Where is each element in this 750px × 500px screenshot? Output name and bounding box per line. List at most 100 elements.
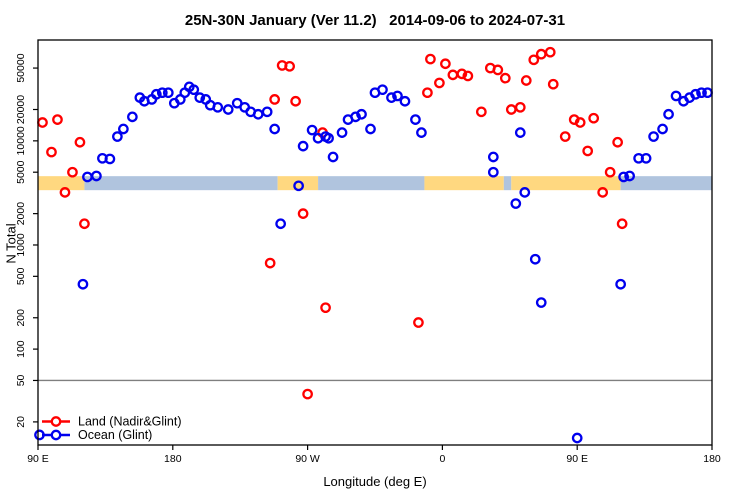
data-point-land xyxy=(320,302,331,314)
data-point-ocean xyxy=(657,123,668,135)
surface-band-land xyxy=(38,176,85,191)
data-point-ocean xyxy=(306,124,318,136)
y-tick-label: 20 xyxy=(15,416,27,428)
data-point-ocean xyxy=(624,170,635,182)
data-point-ocean xyxy=(150,88,162,100)
data-point-ocean xyxy=(696,87,707,99)
data-point-land xyxy=(302,388,313,400)
data-point-ocean xyxy=(156,87,168,99)
data-point-ocean xyxy=(487,166,499,178)
data-point-ocean xyxy=(535,297,547,308)
data-point-ocean xyxy=(510,198,522,209)
y-tick-label: 20000 xyxy=(15,95,27,124)
y-tick-label: 50 xyxy=(15,374,27,386)
plot-box xyxy=(37,39,713,446)
data-point-ocean xyxy=(670,90,682,102)
legend-label-land: Land (Nadir&Glint) xyxy=(78,415,182,429)
data-point-land xyxy=(422,87,433,99)
data-point-land xyxy=(528,54,540,66)
data-point-land xyxy=(505,104,517,115)
data-point-ocean xyxy=(252,108,264,120)
data-point-ocean xyxy=(127,111,138,123)
data-point-land xyxy=(264,257,276,269)
surface-band-land xyxy=(511,176,621,191)
data-point-land xyxy=(456,68,468,80)
data-point-land xyxy=(284,60,295,72)
data-point-land xyxy=(79,218,90,230)
data-point-ocean xyxy=(327,151,339,163)
data-point-ocean xyxy=(350,111,361,123)
data-point-ocean xyxy=(392,90,403,102)
data-point-ocean xyxy=(690,88,701,100)
chart-title: 25N-30N January (Ver 11.2) 2014-09-06 to… xyxy=(184,12,566,29)
data-point-ocean xyxy=(297,140,309,152)
data-point-land xyxy=(574,117,586,128)
surface-band-ocean xyxy=(503,176,512,191)
data-point-land xyxy=(535,48,547,60)
surface-band-ocean xyxy=(620,176,712,191)
data-point-ocean xyxy=(162,87,174,99)
data-point-land xyxy=(582,145,594,157)
y-tick-label: 5000 xyxy=(15,160,27,184)
data-point-ocean xyxy=(487,151,499,163)
data-point-ocean xyxy=(188,84,200,96)
data-point-ocean xyxy=(514,127,526,138)
data-point-ocean xyxy=(269,123,280,135)
data-point-ocean xyxy=(194,92,206,103)
data-point-land xyxy=(514,101,526,113)
data-point-ocean xyxy=(648,131,659,142)
x-tick-label: 90 E xyxy=(566,453,588,465)
x-tick-label: 90 W xyxy=(295,453,320,465)
data-point-land xyxy=(413,317,424,328)
data-point-land xyxy=(434,77,445,89)
legend-marker-ocean xyxy=(50,429,62,441)
data-point-ocean xyxy=(410,114,421,125)
data-point-land xyxy=(547,78,559,90)
surface-band-ocean xyxy=(318,176,425,191)
data-point-ocean xyxy=(323,132,334,144)
data-point-land xyxy=(290,95,301,107)
data-point-ocean xyxy=(77,278,89,290)
y-tick-label: 1000 xyxy=(15,233,27,257)
data-point-land xyxy=(67,166,78,178)
data-point-ocean xyxy=(222,104,234,115)
data-point-land xyxy=(74,136,86,148)
y-tick-label: 100 xyxy=(15,340,27,358)
data-point-ocean xyxy=(91,170,102,182)
x-tick-label: 90 E xyxy=(27,453,49,465)
data-point-ocean xyxy=(104,153,116,165)
data-point-land xyxy=(499,72,511,84)
surface-band-land xyxy=(277,176,319,191)
data-point-ocean xyxy=(416,127,427,138)
data-point-land xyxy=(440,58,451,70)
x-tick-label: 0 xyxy=(439,453,445,465)
legend-marker-land xyxy=(50,416,62,427)
data-point-land xyxy=(616,218,628,230)
surface-band-ocean xyxy=(84,176,278,191)
data-point-ocean xyxy=(336,127,348,138)
data-point-land xyxy=(269,94,280,105)
data-point-ocean xyxy=(261,106,273,118)
data-point-land xyxy=(46,146,57,158)
data-point-ocean xyxy=(118,123,129,135)
data-point-land xyxy=(544,46,556,58)
data-point-ocean xyxy=(618,171,629,183)
data-point-land xyxy=(52,114,63,125)
data-point-ocean xyxy=(212,101,224,113)
data-point-ocean xyxy=(275,218,286,230)
data-point-ocean xyxy=(663,108,674,120)
x-axis-label: Longitude (deg E) xyxy=(323,474,427,489)
data-point-land xyxy=(588,112,600,124)
data-point-ocean xyxy=(386,92,397,103)
data-point-ocean xyxy=(519,187,531,198)
data-point-ocean xyxy=(529,253,541,265)
y-tick-label: 2000 xyxy=(15,202,27,226)
x-tick-label: 180 xyxy=(164,453,182,465)
data-point-land xyxy=(447,69,459,81)
data-point-land xyxy=(520,75,532,86)
data-point-land xyxy=(37,117,48,128)
x-tick-label: 180 xyxy=(703,453,721,465)
data-point-land xyxy=(597,187,609,198)
legend-label-ocean: Ocean (Glint) xyxy=(78,428,152,442)
